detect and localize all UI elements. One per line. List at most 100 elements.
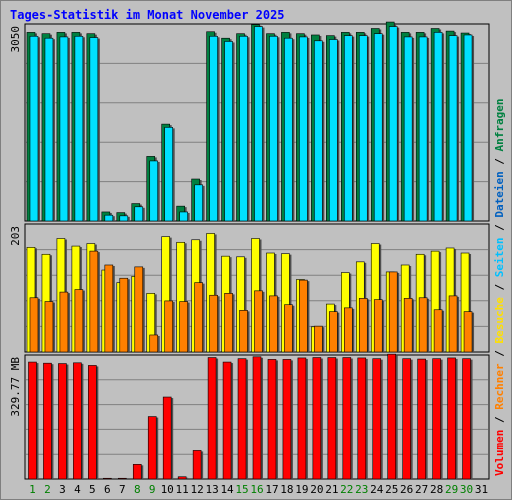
bar-volumen-15 bbox=[237, 358, 247, 480]
legend-segment-9: / bbox=[493, 151, 506, 171]
bar-volumen-29 bbox=[447, 357, 456, 480]
panel-volume-max-label: 329.77 MB bbox=[9, 357, 22, 417]
bar-volumen-27 bbox=[417, 358, 426, 480]
legend-segment-4: Besuche bbox=[493, 297, 506, 344]
x-tick-label-16: 16 bbox=[250, 483, 263, 496]
x-tick-label-26: 26 bbox=[400, 483, 413, 496]
chart-title: Tages-Statistik im Monat November 2025 bbox=[10, 8, 285, 22]
bar-volumen-16 bbox=[252, 356, 262, 480]
bar-volumen-28 bbox=[432, 358, 441, 480]
x-tick-label-23: 23 bbox=[355, 483, 368, 496]
bar-besuche-23 bbox=[358, 298, 368, 353]
bar-volumen-13 bbox=[207, 357, 217, 480]
legend-segment-10: Anfragen bbox=[493, 98, 506, 151]
bar-volumen-1 bbox=[28, 361, 37, 480]
bar-volumen-19 bbox=[297, 357, 307, 480]
bar-dateien-2 bbox=[44, 37, 54, 222]
bar-besuche-14 bbox=[224, 293, 233, 353]
bar-dateien-4 bbox=[74, 35, 84, 222]
x-tick-label-4: 4 bbox=[74, 483, 81, 496]
bar-besuche-3 bbox=[59, 291, 69, 353]
x-tick-label-1: 1 bbox=[29, 483, 36, 496]
bar-besuche-11 bbox=[179, 301, 188, 353]
bar-volumen-18 bbox=[282, 359, 292, 480]
bar-besuche-9 bbox=[149, 334, 159, 353]
bar-dateien-19 bbox=[299, 36, 308, 222]
bar-volumen-2 bbox=[43, 362, 52, 480]
x-tick-label-14: 14 bbox=[220, 483, 234, 496]
panel-volume: 329.77 MB bbox=[9, 353, 490, 480]
x-tick-label-9: 9 bbox=[149, 483, 156, 496]
legend-segment-3: / bbox=[493, 344, 506, 364]
legend-segment-5: / bbox=[493, 277, 506, 297]
bar-dateien-16 bbox=[254, 26, 263, 222]
bar-besuche-15 bbox=[239, 310, 248, 353]
x-tick-label-7: 7 bbox=[119, 483, 126, 496]
bar-dateien-27 bbox=[418, 36, 428, 222]
bar-dateien-10 bbox=[164, 127, 173, 222]
x-tick-label-8: 8 bbox=[134, 483, 141, 496]
bar-besuche-13 bbox=[209, 294, 218, 353]
panel-requests: 3050 bbox=[9, 21, 490, 222]
bar-dateien-17 bbox=[269, 35, 278, 222]
bar-dateien-13 bbox=[209, 35, 218, 222]
bar-besuche-28 bbox=[433, 309, 443, 353]
x-tick-label-29: 29 bbox=[445, 483, 458, 496]
bar-volumen-14 bbox=[222, 361, 232, 480]
panel-requests-max-label: 3050 bbox=[9, 26, 22, 53]
bar-besuche-25 bbox=[388, 271, 398, 353]
bar-volumen-10 bbox=[162, 396, 172, 480]
panel-pages: 203 bbox=[9, 223, 490, 353]
bar-besuche-26 bbox=[403, 298, 413, 353]
bar-dateien-11 bbox=[179, 211, 188, 222]
legend-segment-6: Seiten bbox=[493, 238, 506, 278]
bar-besuche-8 bbox=[134, 266, 144, 353]
bar-besuche-18 bbox=[284, 304, 293, 353]
bar-dateien-7 bbox=[119, 215, 129, 222]
x-tick-label-20: 20 bbox=[310, 483, 323, 496]
bar-volumen-6 bbox=[103, 477, 112, 480]
legend-segment-7: / bbox=[493, 218, 506, 238]
x-tick-label-19: 19 bbox=[295, 483, 308, 496]
legend-segment-1: / bbox=[493, 410, 506, 430]
x-tick-label-5: 5 bbox=[89, 483, 96, 496]
bar-besuche-19 bbox=[299, 279, 308, 353]
bar-besuche-12 bbox=[194, 282, 203, 353]
bar-volumen-24 bbox=[372, 358, 382, 480]
x-tick-label-27: 27 bbox=[415, 483, 428, 496]
bar-dateien-14 bbox=[224, 41, 233, 222]
x-tick-label-28: 28 bbox=[430, 483, 443, 496]
legend-segment-0: Volumen bbox=[493, 430, 506, 476]
bar-besuche-17 bbox=[269, 295, 278, 353]
bar-besuche-16 bbox=[254, 290, 263, 353]
x-tick-label-25: 25 bbox=[385, 483, 398, 496]
bar-besuche-20 bbox=[314, 325, 323, 353]
x-tick-label-22: 22 bbox=[340, 483, 353, 496]
bar-besuche-24 bbox=[373, 299, 383, 353]
legend-right: Volumen / Rechner / Besuche / Seiten / D… bbox=[493, 98, 506, 476]
x-tick-label-30: 30 bbox=[460, 483, 473, 496]
panel-pages-max-label: 203 bbox=[9, 226, 22, 246]
bar-besuche-7 bbox=[119, 277, 129, 353]
x-tick-label-2: 2 bbox=[44, 483, 51, 496]
bar-dateien-9 bbox=[149, 160, 159, 222]
bar-dateien-12 bbox=[194, 184, 203, 222]
bar-volumen-25 bbox=[387, 353, 397, 480]
bar-besuche-6 bbox=[104, 264, 114, 353]
bar-besuche-2 bbox=[44, 301, 54, 353]
bar-besuche-4 bbox=[74, 289, 84, 353]
legend-segment-8: Dateien bbox=[493, 171, 506, 217]
bar-volumen-30 bbox=[462, 358, 471, 480]
x-tick-label-21: 21 bbox=[325, 483, 338, 496]
chart-panels: 3050 203 329.77 MB bbox=[9, 21, 490, 480]
x-tick-label-12: 12 bbox=[191, 483, 204, 496]
x-tick-label-18: 18 bbox=[280, 483, 293, 496]
bar-volumen-5 bbox=[88, 365, 97, 480]
bar-dateien-1 bbox=[29, 35, 39, 222]
bar-besuche-30 bbox=[463, 311, 473, 353]
bar-dateien-29 bbox=[448, 35, 458, 222]
bar-volumen-20 bbox=[312, 357, 322, 480]
x-tick-label-11: 11 bbox=[176, 483, 189, 496]
bar-dateien-18 bbox=[284, 37, 293, 222]
